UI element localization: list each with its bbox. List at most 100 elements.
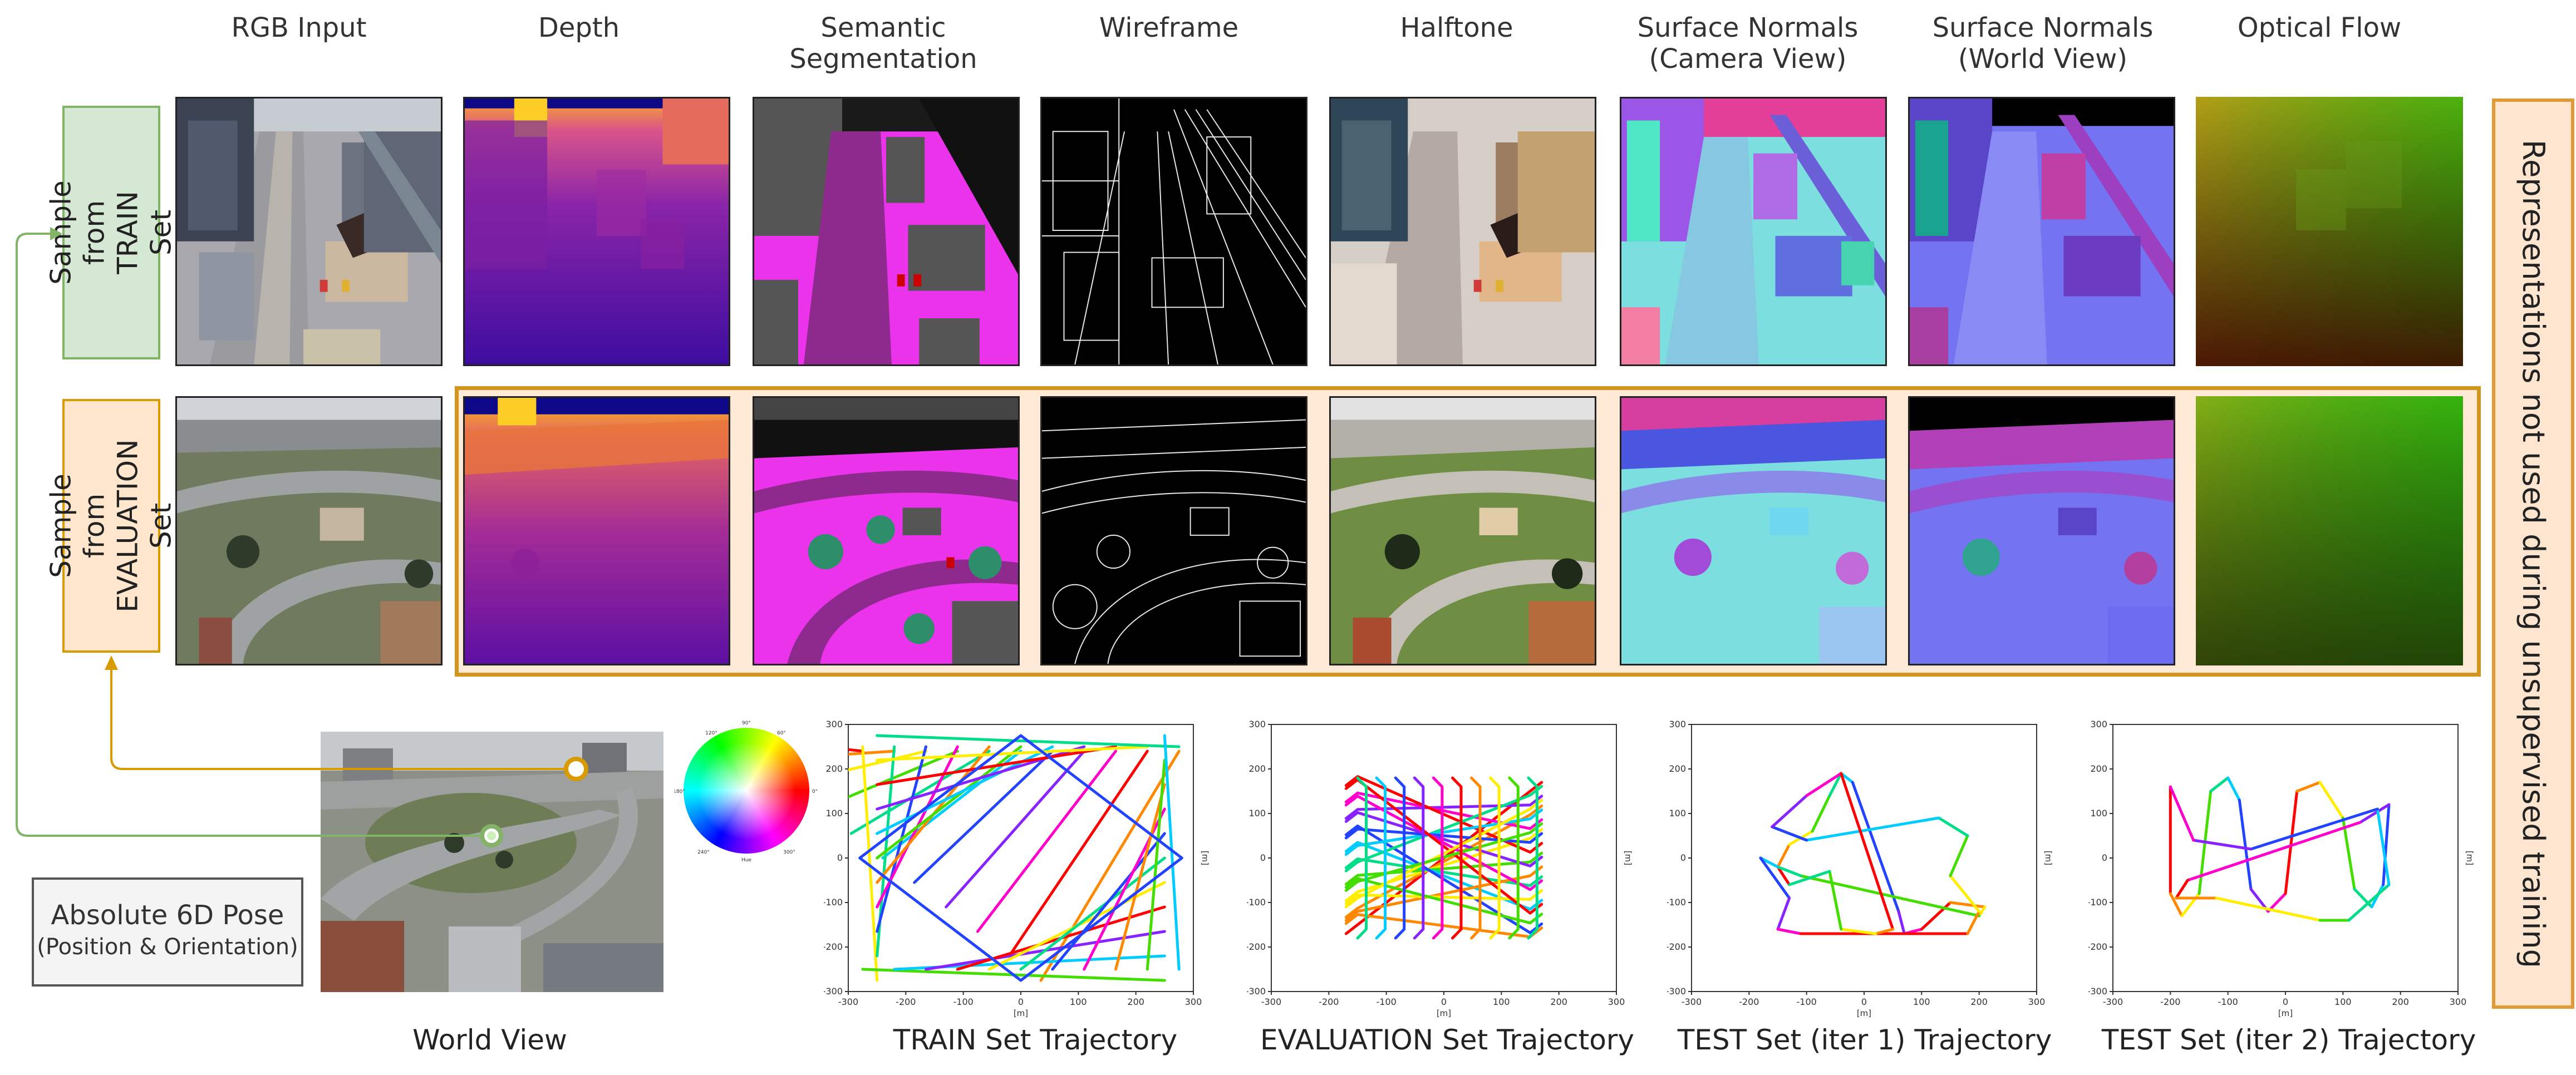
eval-xtick-label: 300	[1608, 997, 1625, 1007]
test1-trajectory-segment	[1771, 825, 1808, 842]
test2-trajectory-segment	[2347, 883, 2391, 922]
train-trajectory-segment	[848, 749, 927, 772]
train-trajectory-segment	[876, 745, 1149, 762]
test1-xtick-label: -300	[1682, 997, 1702, 1007]
eval-trajectory-segment	[1413, 776, 1425, 940]
eval-xtick-label: -300	[1261, 997, 1281, 1007]
absolute-pose-box: Absolute 6D Pose (Position & Orientation…	[32, 877, 303, 987]
col-header-depth: Depth	[538, 12, 620, 43]
test1-trajectory-segment	[1828, 870, 1843, 931]
train-trajectory-segment	[1114, 783, 1166, 971]
train-trajectory-segment	[976, 749, 1117, 933]
eval-xtick-label: 0	[1441, 997, 1447, 1007]
col-header-normals-world: Surface Normals (World View)	[1932, 12, 2154, 75]
train-normals-camera-image	[1620, 97, 1887, 366]
test2-ylabel: [m]	[2465, 851, 2475, 865]
eval-xtick-label: -200	[1319, 997, 1339, 1007]
hue-tick-0: 0°	[812, 789, 818, 795]
hue-tick-90: 90°	[742, 721, 751, 726]
train-rgb-image	[175, 97, 443, 366]
test2-trajectory-segment	[2215, 896, 2322, 922]
test2-xtick-label: 200	[2392, 997, 2409, 1007]
eval-ytick-label: 200	[1248, 763, 1266, 774]
train-xtick-label: -100	[953, 997, 974, 1007]
train-flow-image	[2196, 97, 2463, 366]
test1-ytick-label: -200	[1667, 941, 1686, 952]
test2-xtick-label: 300	[2450, 997, 2467, 1007]
test1-ytick-label: 200	[1669, 763, 1686, 774]
col-header-wireframe: Wireframe	[1099, 12, 1239, 43]
train-trajectory-segment	[876, 745, 1117, 786]
eval-trajectory-segment	[1394, 776, 1406, 940]
test2-ytick-label: 200	[2090, 763, 2107, 774]
train-xlabel: [m]	[1014, 1008, 1028, 1018]
test2-trajectory-segment	[2169, 785, 2195, 842]
train-xtick-label: 300	[1185, 997, 1202, 1007]
eval-trajectory-segment	[1375, 776, 1387, 940]
test1-xtick-label: 100	[1913, 997, 1930, 1007]
test2-xtick-label: 0	[2283, 997, 2288, 1007]
eval-ytick-label: -300	[1247, 986, 1266, 997]
col-header-flow: Optical Flow	[2237, 12, 2402, 43]
test1-trajectory-segment	[1874, 928, 1895, 935]
test1-ytick-label: 300	[1669, 719, 1686, 729]
hue-center-label: Hue	[741, 857, 751, 862]
eval-trajectory-segment	[1432, 776, 1444, 940]
train-ytick-label: 100	[825, 808, 843, 818]
side-note-box: Representations not used during unsuperv…	[2492, 98, 2574, 1009]
eval-trajectory-segment	[1451, 776, 1463, 940]
test1-trajectory-segment	[1811, 794, 1831, 833]
eval-trajectory-segment	[1470, 776, 1482, 940]
caption-world-view: World View	[412, 1024, 567, 1056]
eval-xtick-label: 200	[1550, 997, 1567, 1007]
test1-xtick-label: 300	[2028, 997, 2046, 1007]
train-xtick-label: 200	[1127, 997, 1144, 1007]
test1-trajectory-segment	[1840, 772, 1895, 931]
eval-semantic-image	[753, 396, 1020, 665]
eval-xtick-label: -100	[1377, 997, 1397, 1007]
eval-normals-camera-image	[1620, 396, 1887, 665]
train-normals-world-image	[1908, 97, 2175, 366]
test2-xtick-label: -300	[2103, 997, 2123, 1007]
train-trajectory-segment	[913, 749, 1054, 884]
train-depth-image	[463, 97, 730, 366]
eval-ytick-label: 0	[1260, 852, 1266, 863]
hue-tick-240: 240°	[697, 850, 710, 855]
test2-xtick-label: -200	[2160, 997, 2180, 1007]
train-ylabel: [m]	[1200, 851, 1210, 865]
test1-trajectory-segment	[1966, 910, 1981, 935]
test1-trajectory-segment	[1776, 865, 1791, 886]
train-trajectory-plot: -300 -200 -100 0 100 200 300 -300 -200 -100 0 100 20…	[824, 719, 1210, 1018]
test1-trajectory-segment	[1759, 856, 1779, 869]
test1-trajectory-segment	[1897, 910, 1906, 935]
eval-xtick-label: 100	[1493, 997, 1510, 1007]
train-wireframe-image	[1040, 97, 1307, 366]
col-header-rgb: RGB Input	[231, 12, 367, 43]
test1-trajectory-segment	[1771, 794, 1808, 829]
hue-tick-300: 300°	[783, 850, 795, 855]
eval-trajectory-segment	[1527, 776, 1538, 940]
train-ytick-label: 200	[825, 763, 843, 774]
test2-xtick-label: 100	[2334, 997, 2352, 1007]
train-trajectory-segment	[1039, 749, 1181, 982]
test2-trajectory-segment	[2318, 781, 2344, 820]
test1-trajectory-segment	[1788, 870, 1831, 886]
eval-halftone-image	[1329, 396, 1596, 665]
train-ytick-label: -200	[824, 941, 843, 952]
train-trajectory-segment	[848, 749, 959, 799]
test2-xtick-label: -100	[2218, 997, 2238, 1007]
train-xtick-label: -300	[838, 997, 858, 1007]
train-semantic-image	[753, 97, 1020, 366]
test2-ytick-label: -300	[2088, 986, 2107, 997]
train-trajectory-segment	[945, 749, 1086, 909]
train-xtick-label: -200	[896, 997, 916, 1007]
test1-trajectory-segment	[1759, 856, 1791, 900]
test2-trajectory-segment	[2192, 839, 2253, 851]
test1-xtick-label: 0	[1861, 997, 1867, 1007]
train-trajectory-segment	[849, 749, 991, 835]
test1-trajectory-segment	[1776, 865, 1802, 877]
hue-tick-180: 180°	[675, 789, 685, 795]
hue-wheel-center-fade	[684, 728, 809, 854]
test2-ytick-label: -200	[2088, 941, 2107, 952]
